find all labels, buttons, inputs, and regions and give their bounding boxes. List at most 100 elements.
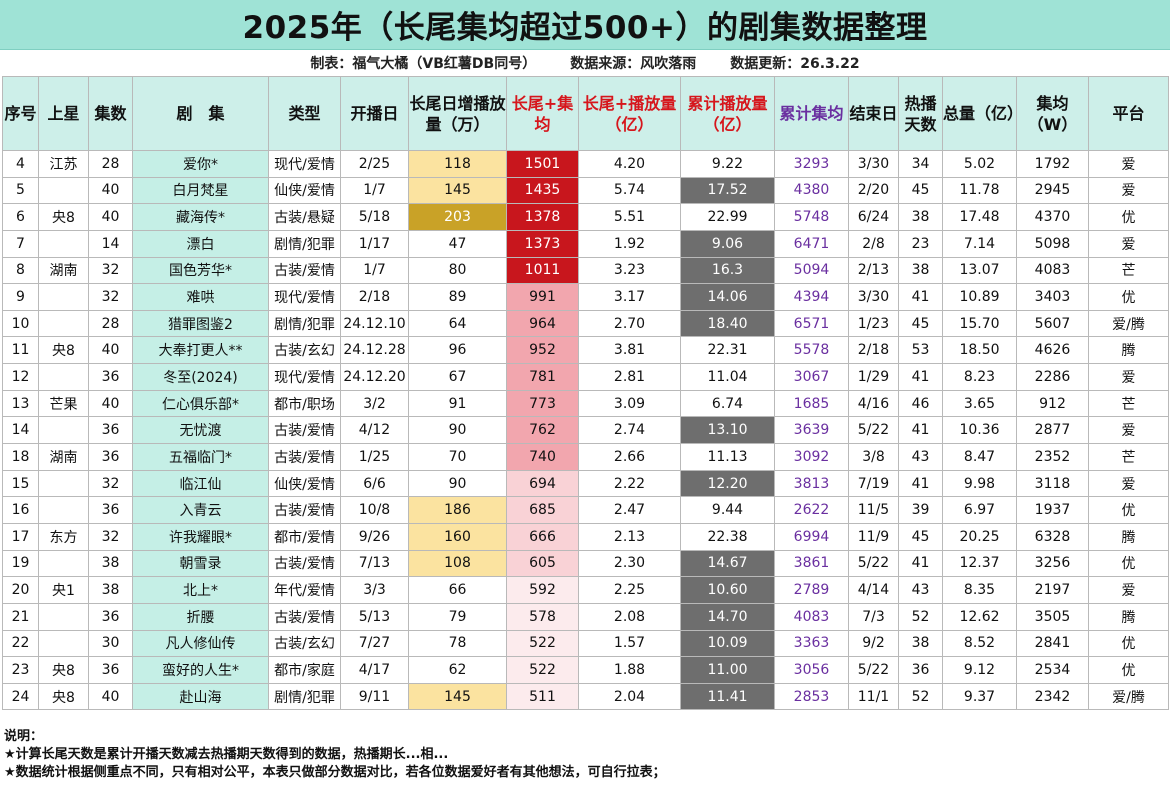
cell-name: 朝雪录	[132, 549, 269, 578]
cell-end: 11/9	[848, 522, 899, 551]
cell-type: 古装/悬疑	[268, 203, 341, 231]
cell-avg-w: 6328	[1016, 522, 1089, 551]
cell-name: 大奉打更人**	[132, 336, 269, 365]
cell-type: 现代/爱情	[268, 283, 341, 311]
cell-name: 临江仙	[132, 469, 269, 498]
notes-section: 说明： ★计算长尾天数是累计开播天数减去热播期天数得到的数据，热播期长...相.…	[4, 728, 1164, 782]
cell-tail-play: 2.47	[578, 496, 681, 524]
cell-episodes: 36	[88, 443, 133, 471]
cell-premiere: 9/11	[340, 682, 409, 711]
cell-cum-play: 17.52	[680, 176, 775, 205]
cell-type: 都市/职场	[268, 389, 341, 418]
table-row: 5 40 白月梵星 仙侠/爱情 1/7 145 1435 5.74 17.52 4380 2/20 4…	[2, 176, 1169, 205]
cell-type: 古装/玄幻	[268, 336, 341, 365]
cell-avg-w: 2841	[1016, 629, 1089, 658]
cell-tail-play: 5.51	[578, 203, 681, 231]
cell-type: 古装/爱情	[268, 256, 341, 285]
cell-end: 5/22	[848, 416, 899, 445]
table-header-row: 序号 上星 集数 剧 集 类型 开播日 长尾日增播放量（万） 长尾+集均 长尾+…	[2, 76, 1169, 151]
cell-episodes: 32	[88, 256, 133, 285]
cell-daily: 78	[408, 629, 507, 658]
table-row: 4 江苏 28 爱你* 现代/爱情 2/25 118 1501 4.20 9.22 3293 3/30…	[2, 150, 1169, 178]
cell-type: 现代/爱情	[268, 363, 341, 391]
cell-daily: 145	[408, 682, 507, 711]
cell-daily: 160	[408, 522, 507, 551]
cell-tail-avg: 773	[506, 389, 579, 418]
cell-premiere: 1/25	[340, 443, 409, 471]
header-cum-play: 累计播放量（亿）	[680, 76, 775, 151]
cell-name: 五福临门*	[132, 443, 269, 471]
notes-line-2: ★数据统计根据侧重点不同，只有相对公平，本表只做部分数据对比，若各位数据爱好者有…	[4, 765, 666, 780]
cell-cum-play: 18.40	[680, 309, 775, 338]
header-daily: 长尾日增播放量（万）	[408, 76, 507, 151]
cell-hot-days: 41	[898, 416, 943, 445]
table-row: 21 36 折腰 古装/爱情 5/13 79 578 2.08 14.70 4083 7/3 52 12…	[2, 602, 1169, 631]
cell-idx: 10	[2, 309, 39, 338]
cell-episodes: 32	[88, 522, 133, 551]
cell-tail-avg: 1373	[506, 229, 579, 258]
cell-hot-days: 43	[898, 443, 943, 471]
table-row: 18 湖南 36 五福临门* 古装/爱情 1/25 70 740 2.66 11.13 3092 3/…	[2, 443, 1169, 471]
table-row: 13 芒果 40 仁心俱乐部* 都市/职场 3/2 91 773 3.09 6.74 1685 4/1…	[2, 389, 1169, 418]
cell-tail-play: 3.23	[578, 256, 681, 285]
cell-end: 11/5	[848, 496, 899, 524]
cell-star: 央8	[38, 656, 89, 684]
table-row: 12 36 冬至(2024) 现代/爱情 24.12.20 67 781 2.81 11.04 3…	[2, 363, 1169, 391]
cell-episodes: 40	[88, 203, 133, 231]
cell-name: 国色芳华*	[132, 256, 269, 285]
cell-episodes: 14	[88, 229, 133, 258]
cell-platform: 芒	[1088, 256, 1169, 285]
cell-premiere: 4/17	[340, 656, 409, 684]
cell-cum-avg: 6994	[774, 522, 849, 551]
cell-platform: 优	[1088, 283, 1169, 311]
cell-end: 2/8	[848, 229, 899, 258]
cell-idx: 4	[2, 150, 39, 178]
cell-avg-w: 2286	[1016, 363, 1089, 391]
cell-episodes: 32	[88, 469, 133, 498]
cell-avg-w: 5098	[1016, 229, 1089, 258]
cell-daily: 66	[408, 576, 507, 604]
cell-tail-avg: 666	[506, 522, 579, 551]
cell-cum-play: 11.00	[680, 656, 775, 684]
cell-cum-avg: 4394	[774, 283, 849, 311]
table-row: 22 30 凡人修仙传 古装/玄幻 7/27 78 522 1.57 10.09 3363 9/2 3…	[2, 629, 1169, 658]
cell-tail-avg: 685	[506, 496, 579, 524]
cell-tail-avg: 605	[506, 549, 579, 578]
cell-idx: 22	[2, 629, 39, 658]
header-platform: 平台	[1088, 76, 1169, 151]
cell-premiere: 3/3	[340, 576, 409, 604]
cell-platform: 爱/腾	[1088, 309, 1169, 338]
cell-hot-days: 38	[898, 256, 943, 285]
table-row: 15 32 临江仙 仙侠/爱情 6/6 90 694 2.22 12.20 3813 7/19 41 9…	[2, 469, 1169, 498]
cell-hot-days: 43	[898, 576, 943, 604]
cell-avg-w: 2877	[1016, 416, 1089, 445]
cell-cum-avg: 3056	[774, 656, 849, 684]
cell-name: 凡人修仙传	[132, 629, 269, 658]
cell-idx: 16	[2, 496, 39, 524]
cell-cum-play: 14.67	[680, 549, 775, 578]
cell-tail-avg: 1435	[506, 176, 579, 205]
cell-cum-avg: 3092	[774, 443, 849, 471]
cell-cum-play: 11.04	[680, 363, 775, 391]
cell-cum-avg: 6571	[774, 309, 849, 338]
cell-hot-days: 53	[898, 336, 943, 365]
cell-avg-w: 2197	[1016, 576, 1089, 604]
cell-platform: 优	[1088, 203, 1169, 231]
header-avg-w: 集均（W）	[1016, 76, 1089, 151]
cell-type: 仙侠/爱情	[268, 469, 341, 498]
cell-daily: 96	[408, 336, 507, 365]
cell-type: 现代/爱情	[268, 150, 341, 178]
cell-cum-play: 10.60	[680, 576, 775, 604]
cell-tail-play: 1.92	[578, 229, 681, 258]
cell-platform: 腾	[1088, 602, 1169, 631]
cell-name: 蛮好的人生*	[132, 656, 269, 684]
table-row: 10 28 猎罪图鉴2 剧情/犯罪 24.12.10 64 964 2.70 18.40 6571…	[2, 309, 1169, 338]
cell-star: 央8	[38, 682, 89, 711]
cell-daily: 118	[408, 150, 507, 178]
cell-total: 12.37	[942, 549, 1017, 578]
cell-avg-w: 4370	[1016, 203, 1089, 231]
cell-star: 江苏	[38, 150, 89, 178]
cell-star	[38, 416, 89, 445]
cell-type: 剧情/犯罪	[268, 309, 341, 338]
cell-hot-days: 38	[898, 203, 943, 231]
